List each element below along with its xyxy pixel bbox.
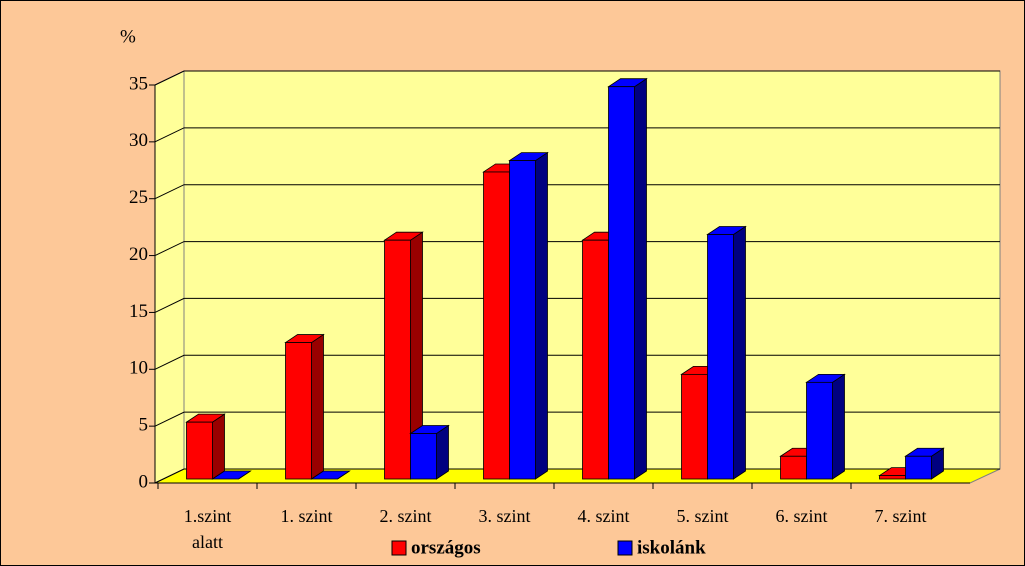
grid-line — [154, 184, 1000, 200]
y-tick-label: 5 — [139, 415, 149, 436]
bar-top — [310, 470, 351, 480]
bar — [409, 424, 450, 480]
bar-front — [707, 234, 734, 480]
y-tick-label: 0 — [139, 471, 149, 492]
legend-label: országos — [411, 537, 481, 558]
bar-front — [384, 239, 411, 480]
bar-top — [211, 470, 252, 480]
bar — [904, 447, 945, 480]
bar — [805, 373, 846, 480]
side-wall — [154, 70, 185, 484]
bar-front — [285, 342, 312, 480]
x-tick-label: 1.szint alatt — [183, 506, 232, 552]
bar-side — [311, 333, 324, 480]
bar-front — [806, 381, 833, 480]
floor — [154, 468, 1001, 484]
bar — [508, 151, 549, 480]
bar-front — [681, 373, 708, 480]
y-axis-label: % — [120, 26, 136, 47]
x-tick-label: 1. szint — [280, 506, 333, 526]
x-tick-label: 3. szint — [478, 506, 531, 526]
bar-front — [582, 239, 609, 480]
bar-side — [832, 373, 845, 480]
bar-front — [879, 475, 906, 480]
x-tick-label: 7. szint — [874, 506, 927, 526]
y-tick-label: 35 — [129, 73, 148, 94]
bar-side — [634, 77, 647, 480]
y-tick-label: 20 — [129, 244, 148, 265]
bar — [185, 413, 226, 480]
bar-side — [436, 424, 449, 480]
bar — [706, 225, 747, 480]
y-tick-label: 10 — [129, 358, 148, 379]
bar-front — [483, 171, 510, 480]
y-tick-label: 25 — [129, 187, 148, 208]
legend-swatch — [391, 540, 407, 556]
y-tick-label: 30 — [129, 130, 148, 151]
bar — [211, 470, 252, 480]
bar-front — [186, 421, 213, 480]
bar-side — [535, 151, 548, 480]
bar-front — [608, 86, 635, 480]
x-tick-label: 6. szint — [775, 506, 828, 526]
bar-front — [780, 455, 807, 480]
legend-label: iskolánk — [637, 537, 706, 558]
bar — [284, 333, 325, 480]
bar-side — [733, 225, 746, 480]
bar — [607, 77, 648, 480]
y-tick-label: 15 — [129, 301, 148, 322]
bar — [310, 470, 351, 480]
bar-front — [410, 433, 437, 480]
x-tick-label: 2. szint — [379, 506, 432, 526]
legend-swatch — [617, 540, 633, 556]
bar-front — [905, 455, 932, 480]
x-tick-label: 4. szint — [577, 506, 630, 526]
bar-side — [212, 413, 225, 480]
x-tick-label: 5. szint — [676, 506, 729, 526]
grid-line — [154, 70, 1000, 86]
bar-front — [509, 160, 536, 480]
bar — [383, 231, 424, 480]
grid-line — [154, 127, 1000, 143]
